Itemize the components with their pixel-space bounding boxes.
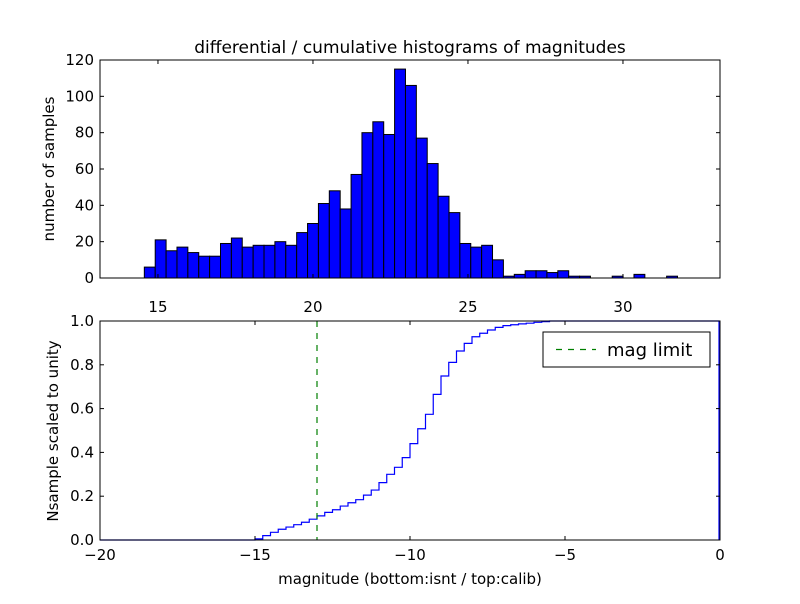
histogram-bar	[448, 212, 461, 279]
histogram-bar	[187, 252, 200, 279]
cumulative-step-line	[100, 320, 720, 541]
x-tick-label: 30	[613, 298, 632, 316]
x-tick-label: 0	[715, 546, 725, 564]
bottom-axis-ticks: −20 −15 −10 −5 0 0.0 0.2 0.4 0.6 0.8 1.0	[70, 312, 725, 564]
histogram-bar	[372, 121, 385, 279]
histogram-bar	[633, 273, 646, 279]
histogram-bar	[285, 244, 298, 279]
y-tick-label: 0.2	[70, 487, 94, 505]
histogram-bar	[143, 266, 156, 279]
histogram-bar	[513, 273, 526, 279]
x-tick-label: −20	[84, 546, 116, 564]
legend: mag limit	[542, 331, 711, 368]
histogram-bar	[252, 244, 265, 279]
y-tick-label: 0	[84, 269, 94, 287]
histogram-bar	[307, 223, 319, 279]
histogram-bar	[296, 232, 309, 279]
histogram-bar	[230, 237, 243, 279]
x-tick-label: 20	[303, 298, 322, 316]
histogram-bar	[459, 242, 472, 279]
y-tick-label: 100	[65, 87, 94, 105]
y-tick-label: 80	[75, 124, 94, 142]
histogram-bar	[339, 208, 352, 279]
y-tick-label: 0.8	[70, 356, 94, 374]
y-tick-label: 0.0	[70, 531, 94, 549]
x-tick-label: 25	[458, 298, 477, 316]
histogram-bar	[557, 270, 570, 279]
x-tick-label: −15	[239, 546, 271, 564]
bottom-x-axis-label: magnitude (bottom:isnt / top:calib)	[278, 570, 542, 588]
x-tick-label: 15	[148, 298, 167, 316]
histogram-bar	[274, 241, 287, 279]
y-tick-label: 120	[65, 51, 94, 69]
legend-label: mag limit	[607, 340, 692, 361]
histogram-bar	[350, 173, 363, 279]
histogram-bar	[317, 203, 330, 279]
histogram-bar	[492, 259, 504, 279]
histogram-bar	[394, 68, 406, 279]
cumulative-plot	[100, 320, 720, 541]
histogram-bar	[415, 137, 428, 279]
y-tick-label: 20	[75, 233, 94, 251]
histogram-bar	[263, 244, 276, 279]
histogram-bar	[524, 270, 537, 279]
histogram-bar	[426, 163, 439, 279]
bottom-y-axis-label: Nsample scaled to unity	[44, 340, 62, 521]
y-tick-label: 0.4	[70, 443, 94, 461]
top-axis-ticks: 15 20 25 30 0 20 40 60 80 100 120	[65, 51, 720, 316]
histogram-bar	[535, 270, 548, 279]
x-tick-label: −5	[554, 546, 576, 564]
top-chart-title: differential / cumulative histograms of …	[194, 38, 626, 58]
histogram-bar	[361, 132, 374, 279]
histogram-bar	[176, 246, 189, 279]
top-y-axis-label: number of samples	[40, 96, 58, 241]
histogram-bar	[165, 250, 178, 279]
x-tick-label: −10	[394, 546, 426, 564]
histogram-bar	[241, 246, 254, 279]
histogram-bar	[437, 195, 450, 279]
histogram-bar	[198, 255, 211, 279]
histogram-bar	[546, 272, 559, 279]
histogram-bar	[481, 244, 494, 279]
histogram-bar	[328, 190, 341, 279]
histogram-bar	[154, 239, 167, 279]
y-tick-label: 1.0	[70, 312, 94, 330]
histogram-bar	[404, 84, 417, 279]
histogram-bar	[383, 133, 396, 279]
y-tick-label: 40	[75, 196, 94, 214]
histogram-bar	[470, 246, 483, 279]
y-tick-label: 0.6	[70, 400, 94, 418]
y-tick-label: 60	[75, 160, 94, 178]
histogram-bar	[219, 242, 232, 279]
histogram-bar	[209, 255, 221, 279]
